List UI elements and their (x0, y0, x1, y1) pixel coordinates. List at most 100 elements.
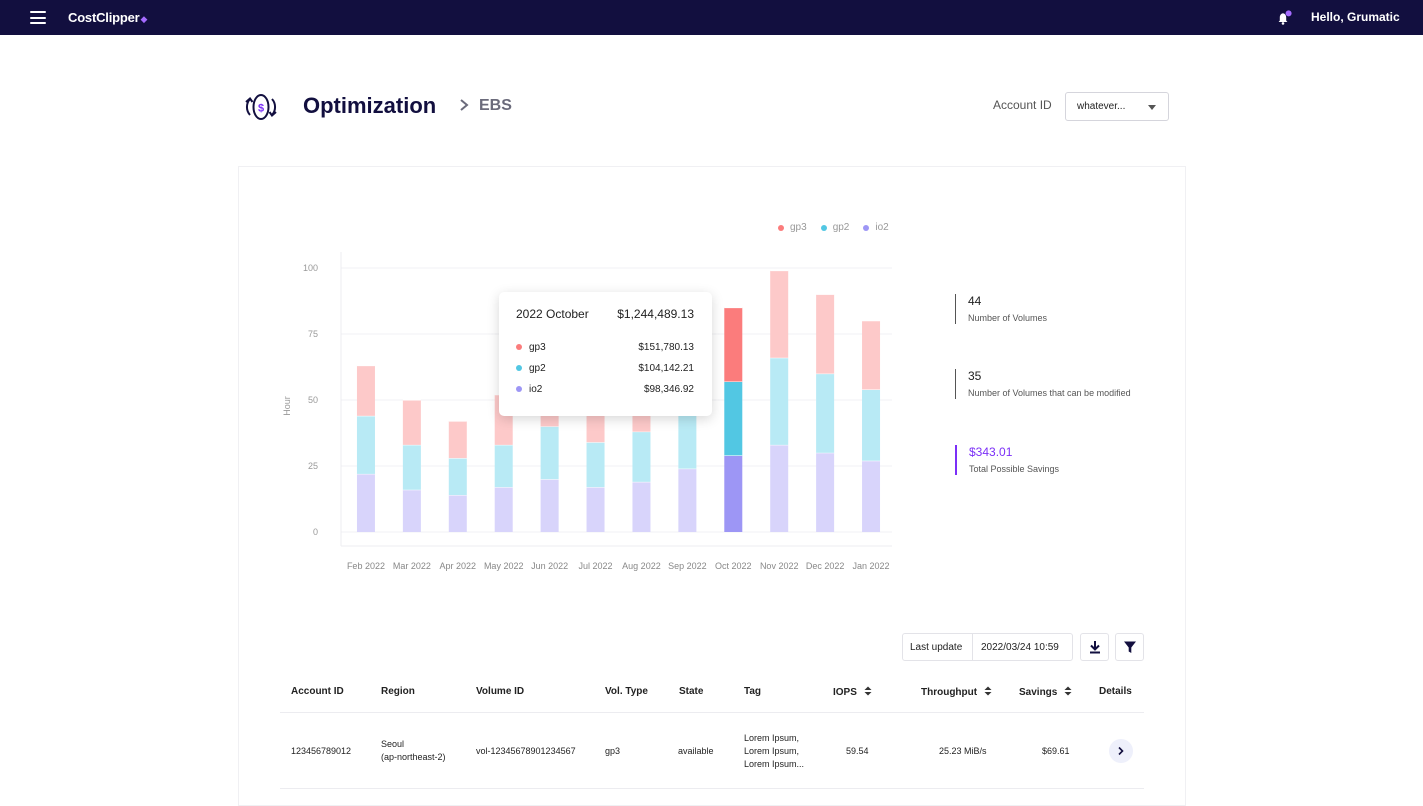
tooltip-swatch (516, 344, 522, 350)
bar-segment-io2 (402, 489, 421, 532)
y-tick-label: 0 (313, 527, 318, 537)
stat-total-possible-savings: $343.01 Total Possible Savings (955, 445, 1155, 475)
filter-icon (1124, 641, 1136, 653)
tooltip-row-gp3: gp3 $151,780.13 (516, 342, 694, 353)
bar-segment-gp2 (724, 381, 743, 456)
bar-segment-io2 (770, 444, 789, 532)
svg-text:$: $ (258, 103, 264, 115)
legend-swatch (778, 224, 784, 231)
last-update-label: Last update (910, 642, 963, 653)
column-header-savings[interactable]: Savings (1019, 686, 1072, 698)
y-tick-label: 100 (303, 263, 318, 273)
column-header-tag: Tag (744, 686, 762, 697)
y-tick-label: 50 (308, 395, 318, 405)
page-header: $ Optimization EBS Account ID whatever..… (240, 88, 1170, 128)
bar-segment-io2 (724, 455, 743, 532)
user-greeting[interactable]: Hello, Grumatic (1311, 10, 1400, 24)
column-header-state: State (679, 686, 704, 697)
brand-name: CostClipper (68, 10, 140, 25)
column-label: Throughput (921, 687, 978, 698)
tooltip-title: 2022 October (516, 307, 589, 321)
bar-segment-gp3 (724, 307, 743, 382)
brand-logo[interactable]: CostClipper◆ (68, 10, 147, 25)
bar-segment-io2 (632, 481, 651, 532)
sort-icon (984, 686, 992, 696)
stat-label: Total Possible Savings (969, 464, 1060, 474)
bar-segment-io2 (494, 487, 513, 532)
x-tick-label: Mar 2022 (393, 561, 431, 571)
download-icon (1090, 641, 1100, 654)
x-tick-label: Nov 2022 (760, 561, 799, 571)
y-tick-label: 25 (308, 461, 318, 471)
bar-segment-io2 (862, 460, 881, 532)
legend-item-io2[interactable]: io2 (863, 222, 889, 233)
top-navigation-bar: CostClipper◆ Hello, Grumatic (0, 0, 1423, 35)
bar-segment-io2 (678, 468, 697, 532)
cell-vol-type: gp3 (605, 746, 621, 756)
account-id-label: Account ID (993, 98, 1052, 112)
chevron-down-icon (1148, 105, 1156, 110)
cell-tag-1: Lorem Ipsum, (744, 733, 800, 743)
legend-item-gp2[interactable]: gp2 (820, 222, 850, 233)
cell-iops: 59.54 (846, 746, 869, 756)
x-tick-label: Apr 2022 (440, 561, 477, 571)
stat-value: $343.01 (969, 445, 1013, 459)
column-label: IOPS (833, 687, 857, 698)
notification-bell-icon[interactable] (1276, 10, 1292, 26)
bar-segment-gp2 (816, 373, 835, 453)
tooltip-series-value: $98,346.92 (643, 384, 694, 395)
bar-segment-io2 (356, 473, 375, 532)
bar-segment-gp2 (356, 415, 375, 474)
cell-tag-2: Lorem Ipsum, (744, 746, 800, 756)
bar-segment-io2 (586, 487, 605, 532)
y-tick-label: 75 (308, 329, 318, 339)
cell-savings: $69.61 (1042, 746, 1070, 756)
bar-segment-gp3 (770, 270, 789, 358)
download-button[interactable] (1080, 633, 1109, 661)
x-tick-label: Feb 2022 (347, 561, 385, 571)
legend-label: gp2 (832, 222, 850, 233)
filter-button[interactable] (1115, 633, 1144, 661)
stat-label: Number of Volumes that can be modified (968, 388, 1131, 398)
bar-segment-gp3 (448, 421, 467, 459)
breadcrumb-ebs[interactable]: EBS (479, 97, 512, 114)
bar-segment-gp3 (402, 400, 421, 445)
tooltip-series-name: gp3 (529, 342, 546, 353)
tooltip-series-value: $151,780.13 (638, 342, 694, 353)
page-title: Optimization (303, 93, 437, 118)
legend-swatch (820, 224, 827, 231)
column-label: Savings (1019, 687, 1058, 698)
legend-label: io2 (875, 222, 889, 233)
menu-icon[interactable] (30, 11, 46, 24)
x-tick-label: Sep 2022 (668, 561, 707, 571)
column-header-iops[interactable]: IOPS (833, 686, 872, 698)
chart-tooltip: 2022 October $1,244,489.13 gp3 $151,780.1… (499, 292, 712, 416)
details-button[interactable] (1109, 739, 1133, 763)
stat-value: 44 (968, 294, 982, 308)
legend-item-gp3[interactable]: gp3 (778, 222, 807, 233)
tooltip-swatch (516, 386, 522, 392)
sort-icon (864, 686, 872, 696)
bar-segment-gp2 (448, 458, 467, 496)
chart-legend: gp3 gp2 io2 (778, 222, 889, 233)
chevron-right-icon (1118, 746, 1124, 756)
bar-segment-gp2 (494, 444, 513, 488)
bar-segment-gp3 (862, 320, 881, 390)
bar-segment-io2 (816, 452, 835, 532)
cell-state: available (678, 746, 714, 756)
bar-segment-gp2 (632, 431, 651, 482)
column-header-throughput[interactable]: Throughput (921, 686, 992, 698)
bar-segment-gp2 (678, 410, 697, 469)
stat-number-of-volumes: 44 Number of Volumes (955, 294, 1155, 324)
table-header-divider (280, 712, 1144, 713)
last-update-value: 2022/03/24 10:59 (981, 642, 1059, 653)
divider (972, 634, 973, 660)
column-header-volume-id: Volume ID (476, 686, 525, 697)
table-row-divider (280, 788, 1144, 789)
tooltip-series-name: gp2 (529, 363, 546, 374)
ebs-stacked-bar-chart: 0 25 50 75 100 Hour Feb 2022 Mar 2022 Apr 2022 Ma… (282, 252, 892, 571)
last-update-box: Last update 2022/03/24 10:59 (902, 633, 1073, 661)
x-tick-label: May 2022 (484, 561, 524, 571)
account-id-select[interactable]: whatever... (1065, 92, 1169, 121)
bar-segment-gp2 (862, 389, 881, 461)
